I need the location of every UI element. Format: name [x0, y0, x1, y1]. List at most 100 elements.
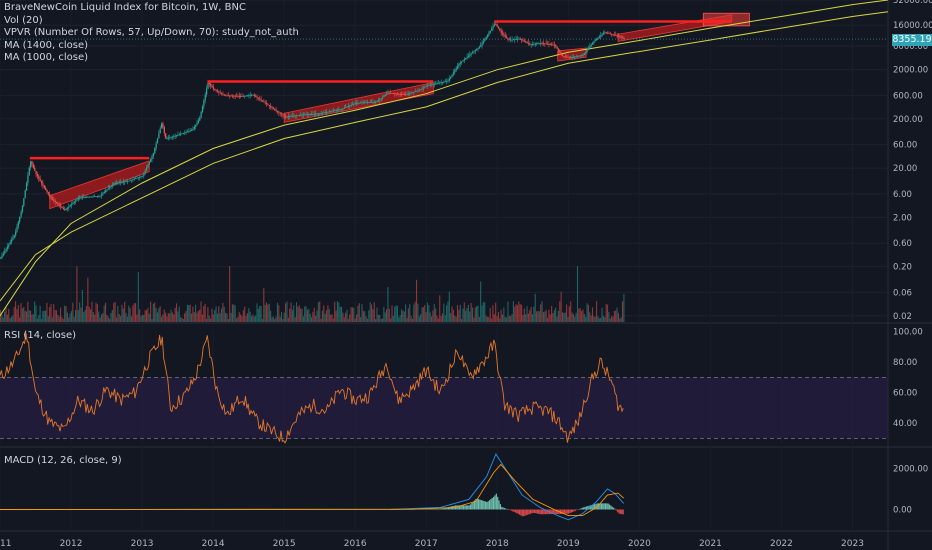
macd-histogram-bar: [615, 509, 617, 511]
macd-pane-label[interactable]: MACD (12, 26, close, 9): [4, 455, 122, 466]
volume-bar: [13, 306, 15, 322]
volume-bar: [575, 312, 577, 322]
volume-bar: [411, 318, 414, 322]
candle-body: [330, 111, 332, 112]
candle-body: [252, 94, 254, 96]
macd-tick-label: 0.00: [893, 506, 912, 516]
candle-body: [16, 226, 18, 232]
volume-bar: [579, 308, 581, 322]
candle-body: [411, 92, 414, 94]
legend-title[interactable]: BraveNewCoin Liquid Index for Bitcoin, 1…: [4, 2, 246, 13]
moving-average-line: [0, 11, 889, 302]
volume-bar: [27, 301, 29, 322]
volume-bar: [77, 310, 79, 322]
candle-body: [559, 50, 561, 53]
candle-body: [568, 57, 571, 59]
volume-bar: [136, 314, 138, 322]
legend-ma-1000[interactable]: MA (1000, close): [4, 52, 89, 63]
legend-vol[interactable]: Vol (20): [4, 14, 43, 26]
candle-body: [482, 41, 485, 44]
macd-histogram-bar: [513, 509, 515, 512]
candle-body: [6, 246, 9, 249]
volume-bar: [148, 313, 150, 322]
legend-vpvr[interactable]: VPVR (Number Of Rows, 57, Up/Down, 70): …: [4, 27, 299, 38]
candle-body: [302, 114, 305, 116]
macd-histogram-bar: [506, 509, 508, 510]
candle-body: [186, 131, 189, 133]
candle-body: [376, 101, 378, 103]
candle-body: [114, 182, 116, 184]
candle-body: [608, 33, 610, 34]
candle-body: [440, 82, 442, 84]
candle-body: [391, 93, 393, 94]
volume-bar: [373, 302, 375, 322]
candle-body: [350, 104, 352, 106]
volume-bar: [555, 307, 557, 322]
volume-bar: [294, 317, 296, 322]
volume-bar: [368, 310, 370, 322]
candle-body: [320, 113, 322, 114]
candle-body: [507, 38, 509, 40]
candle-body: [406, 94, 408, 95]
volume-bar: [19, 317, 21, 322]
macd-histogram-bar: [618, 509, 620, 514]
candle-body: [75, 200, 77, 202]
volume-bar: [259, 306, 261, 322]
candle-body: [503, 34, 505, 36]
candle-body: [218, 91, 220, 93]
candle-body: [377, 100, 380, 102]
macd-histogram-bar: [543, 509, 545, 515]
candle-body: [257, 97, 260, 99]
volume-bar: [496, 316, 498, 322]
candle-body: [471, 52, 474, 54]
volume-bar: [336, 301, 339, 322]
volume-bar: [118, 314, 120, 322]
volume-bar: [519, 303, 521, 322]
candle-body: [216, 90, 219, 92]
candle-body: [346, 106, 348, 108]
macd-histogram-bar: [487, 501, 489, 510]
volume-bar: [87, 277, 89, 322]
volume-bar: [507, 301, 509, 322]
volume-bar: [476, 306, 478, 322]
candle-body: [65, 208, 67, 211]
volume-bar: [122, 308, 124, 322]
candle-body: [332, 110, 335, 112]
macd-histogram-bar: [604, 503, 607, 510]
volume-bar: [470, 303, 472, 322]
volume-bar: [81, 289, 83, 322]
volume-bar: [76, 266, 78, 322]
volume-bar: [141, 314, 143, 322]
rsi-pane-label[interactable]: RSI (14, close): [4, 330, 77, 341]
macd-histogram-bar: [572, 509, 574, 512]
volume-bar: [220, 308, 223, 322]
volume-bar: [422, 307, 424, 322]
candle-body: [25, 182, 28, 191]
candle-body: [272, 107, 275, 109]
legend-ma-1400[interactable]: MA (1400, close): [4, 39, 89, 51]
price-tick-label: 6.00: [893, 190, 912, 200]
macd-histogram-bar: [600, 503, 602, 510]
volume-bar: [264, 304, 266, 322]
volume-bar: [377, 314, 379, 322]
candle-body: [609, 33, 611, 35]
candle-body: [276, 110, 279, 112]
candle-body: [489, 30, 491, 33]
macd-histogram-bar: [484, 501, 487, 510]
macd-histogram-bar: [555, 509, 557, 515]
volume-bar: [279, 316, 281, 322]
candle-body: [27, 175, 29, 183]
macd-histogram-bar: [547, 509, 549, 515]
volume-bar: [0, 310, 2, 322]
volume-bar: [238, 312, 240, 322]
candle-body: [106, 189, 108, 191]
volume-bar: [115, 317, 118, 322]
volume-bar: [381, 318, 384, 322]
macd-histogram-bar: [603, 503, 605, 510]
volume-bar: [2, 317, 4, 322]
candle-body: [283, 115, 286, 117]
volume-bar: [181, 317, 183, 322]
candle-body: [181, 133, 183, 135]
